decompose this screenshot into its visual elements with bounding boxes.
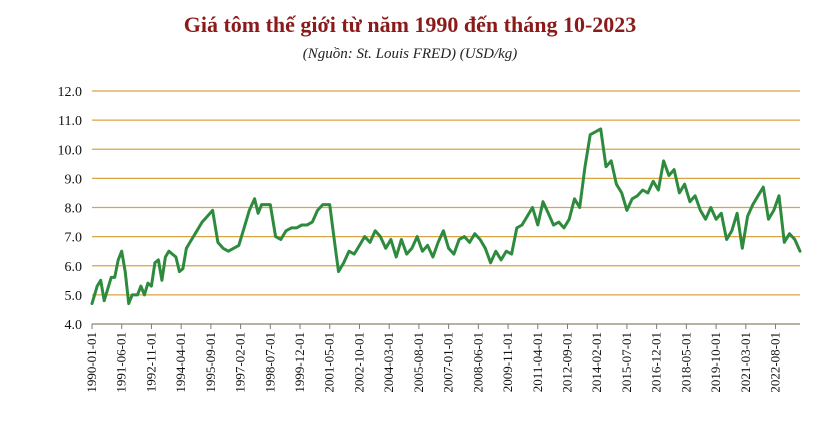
x-tick-label: 2021-03-01 [738,332,753,393]
y-tick-label: 7.0 [65,231,83,246]
y-tick-label: 8.0 [65,202,83,217]
x-tick-label: 2001-05-01 [322,332,337,393]
x-tick-label: 1999-12-01 [292,332,307,393]
chart-title: Giá tôm thế giới từ năm 1990 đến tháng 1… [183,12,637,37]
y-tick-label: 6.0 [65,260,83,275]
y-tick-label: 5.0 [65,289,83,304]
x-tick-label: 2011-04-01 [530,332,545,392]
chart-subtitle: (Nguồn: St. Louis FRED) (USD/kg) [302,46,518,62]
x-tick-label: 2015-07-01 [619,332,634,393]
x-tick-label: 2008-06-01 [470,332,485,393]
x-tick-label: 2002-10-01 [351,332,366,393]
y-tick-label: 11.0 [58,114,82,129]
x-tick-label: 2014-02-01 [589,332,604,393]
x-tick-label: 1995-09-01 [203,332,218,393]
x-tick-label: 2022-08-01 [768,332,783,393]
x-tick-label: 1994-04-01 [173,332,188,393]
x-tick-label: 2019-10-01 [708,332,723,393]
x-tick-label: 1990-01-01 [84,332,99,393]
x-tick-label: 2018-05-01 [678,332,693,393]
y-tick-label: 12.0 [58,85,83,100]
y-tick-label: 9.0 [65,172,83,187]
x-tick-label: 2004-03-01 [381,332,396,393]
x-tick-label: 1992-11-01 [143,332,158,392]
x-tick-label: 1997-02-01 [233,332,248,393]
series-line-0 [90,127,802,306]
x-tick-label: 1991-06-01 [114,332,129,393]
x-tick-label: 2012-09-01 [559,332,574,393]
x-tick-label: 2005-08-01 [411,332,426,393]
x-tick-label: 1998-07-01 [262,332,277,393]
x-tick-label: 2016-12-01 [649,332,664,393]
x-tick-label: 2007-01-01 [441,332,456,393]
y-tick-label: 10.0 [58,143,83,158]
x-tick-label: 2009-11-01 [500,332,515,392]
y-tick-label: 4.0 [65,318,83,333]
